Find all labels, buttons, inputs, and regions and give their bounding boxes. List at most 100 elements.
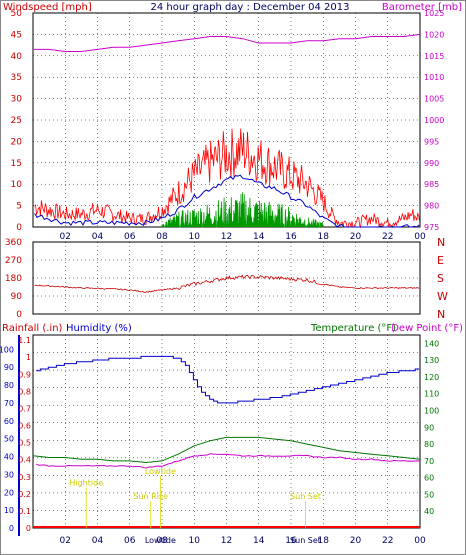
- barometer-y-tick: 980: [424, 202, 439, 211]
- temperature-y-tick: 130: [424, 356, 439, 365]
- rain-y-tick: 0.8: [18, 387, 31, 396]
- rain-y-tick: 0.1: [18, 507, 31, 516]
- humidity-y-tick: 40: [4, 453, 14, 462]
- wind-y-tick: 5: [16, 202, 22, 212]
- wind-y-tick: 40: [11, 52, 23, 62]
- barometer-y-tick: 1020: [424, 30, 444, 39]
- barometer-y-tick: 1025: [424, 9, 444, 18]
- wind-low-line: [161, 192, 324, 229]
- x-tick-label: 22: [382, 536, 393, 546]
- x-tick-label: 14: [253, 232, 265, 242]
- climate-panel: Rainfall (.in) Humidity (%) Temperature …: [0, 323, 463, 546]
- temperature-y-tick: 90: [424, 423, 434, 432]
- wind-ylabel: Windspeed [mph]: [3, 2, 92, 13]
- wind-y-tick: 25: [11, 116, 22, 126]
- rain-y-tick: 0.7: [18, 404, 31, 413]
- wind-y-tick: 35: [11, 73, 22, 83]
- x-tick-label: 04: [92, 232, 104, 242]
- barometer-ylabel: Barometer [mb]: [382, 2, 462, 13]
- compass-label: N: [437, 236, 445, 249]
- humidity-ylabel: Humidity (%): [66, 323, 132, 334]
- x-tick-label: 10: [189, 536, 201, 546]
- wind-y-tick: 15: [11, 159, 22, 169]
- x-tick-label: 20: [350, 232, 362, 242]
- temperature-y-tick: 80: [424, 440, 434, 449]
- x-tick-label: 10: [189, 232, 201, 242]
- humidity-y-tick: 100: [0, 345, 14, 354]
- x-tick-label: 00: [414, 232, 426, 242]
- barometer-y-tick: 1005: [424, 95, 444, 104]
- rain-y-tick: 0.9: [18, 370, 31, 379]
- direction-y-tick: 270: [5, 256, 22, 266]
- wind-barometer-panel: Windspeed [mph] 24 hour graph day : Dece…: [3, 2, 462, 242]
- x-tick-label: 16: [285, 536, 297, 546]
- compass-label: N: [437, 308, 445, 321]
- direction-y-tick: 180: [5, 274, 22, 284]
- x-tick-label: 12: [221, 536, 232, 546]
- wind-direction-line: [34, 274, 420, 293]
- x-tick-label: 04: [92, 536, 104, 546]
- humidity-y-tick: 0: [9, 524, 14, 533]
- x-tick-label: 18: [318, 232, 330, 242]
- direction-y-tick: 360: [5, 238, 22, 248]
- x-tick-label: 06: [124, 232, 136, 242]
- rain-y-tick: 0.6: [18, 422, 31, 431]
- barometer-y-tick: 1010: [424, 73, 444, 82]
- barometer-y-tick: 990: [424, 159, 439, 168]
- dewpoint-line: [36, 453, 421, 469]
- x-tick-label: 22: [382, 232, 393, 242]
- rain-y-tick: 0: [26, 524, 31, 533]
- compass-label: S: [437, 272, 444, 285]
- event-annotation: Hightide: [69, 479, 103, 488]
- temperature-y-tick: 110: [424, 390, 439, 399]
- humidity-y-tick: 50: [4, 435, 14, 444]
- rain-y-tick: 0.2: [18, 490, 31, 499]
- x-tick-label: 16: [285, 232, 297, 242]
- humidity-y-tick: 60: [4, 417, 14, 426]
- humidity-line: [36, 355, 420, 404]
- temperature-y-tick: 70: [424, 457, 434, 466]
- wind-y-tick: 50: [11, 9, 23, 19]
- x-tick-label: 12: [221, 232, 232, 242]
- wind-y-tick: 0: [16, 223, 22, 233]
- rain-y-tick: 1.1: [18, 336, 31, 345]
- wind-average-line: [34, 174, 420, 228]
- compass-label: W: [437, 290, 448, 303]
- chart-title: 24 hour graph day : December 04 2013: [151, 2, 350, 13]
- rainfall-ylabel: Rainfall (.in): [2, 323, 63, 334]
- event-annotation: Sun Rise: [133, 492, 168, 501]
- x-tick-label: 14: [253, 536, 265, 546]
- x-tick-label: 02: [60, 536, 71, 546]
- wind-y-tick: 20: [11, 137, 23, 147]
- wind-y-tick: 10: [11, 180, 23, 190]
- humidity-y-tick: 30: [4, 470, 14, 479]
- barometer-y-tick: 985: [424, 180, 439, 189]
- temperature-ylabel: Temperature (°F): [310, 323, 396, 334]
- humidity-y-tick: 80: [4, 381, 14, 390]
- x-tick-label: 20: [350, 536, 362, 546]
- humidity-y-tick: 90: [4, 363, 14, 372]
- barometer-y-tick: 995: [424, 137, 439, 146]
- direction-y-tick: 0: [16, 310, 22, 320]
- wind-y-tick: 30: [11, 95, 23, 105]
- x-tick-label: 06: [124, 536, 136, 546]
- barometer-y-tick: 1015: [424, 52, 444, 61]
- compass-label: E: [437, 254, 444, 267]
- x-tick-label: 08: [156, 232, 168, 242]
- rain-y-tick: 1: [26, 353, 31, 362]
- humidity-y-tick: 20: [4, 488, 14, 497]
- event-bottom-label: Lowtide: [145, 536, 176, 545]
- temperature-y-tick: 60: [424, 474, 434, 483]
- x-tick-label: 18: [318, 536, 330, 546]
- x-tick-label: 00: [414, 536, 426, 546]
- direction-y-tick: 90: [11, 292, 23, 302]
- barometer-line: [33, 33, 421, 52]
- x-tick-label: 08: [156, 536, 168, 546]
- wind-speed-line: [34, 128, 421, 229]
- rain-y-tick: 0.4: [18, 456, 31, 465]
- dewpoint-ylabel: Dew Point (°F): [391, 323, 463, 334]
- temperature-y-tick: 140: [424, 339, 439, 348]
- humidity-y-tick: 10: [4, 506, 14, 515]
